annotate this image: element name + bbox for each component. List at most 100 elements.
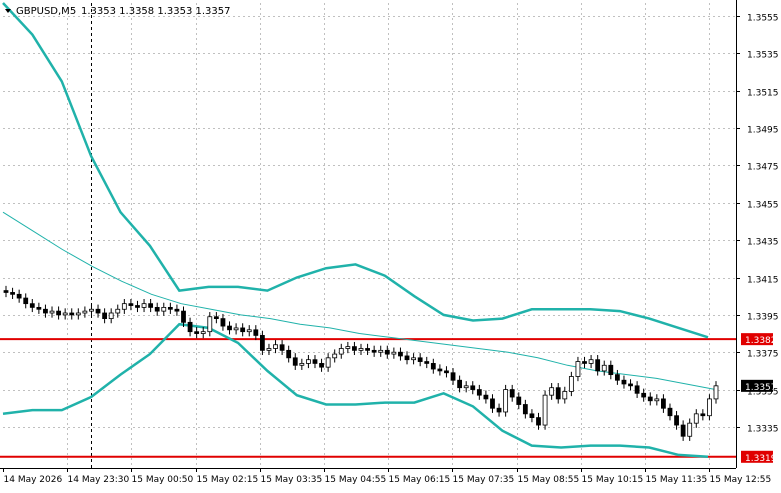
price-level-label-bg [741,450,773,463]
candle-bearish [404,355,410,361]
ohlc-values: 1.3353 1.3358 1.3353 1.3357 [81,6,231,17]
y-tick-label: 1.3355 [747,388,779,398]
candle-bullish [89,308,94,312]
candle-bullish [82,310,88,314]
candle-bearish [3,290,9,293]
candle-bearish [430,363,436,370]
upper-band-line [2,2,709,339]
candle-bearish [384,349,390,355]
candle-bearish [398,351,403,357]
x-tick-label: 14 May 2026 [4,475,63,485]
candle-bearish [213,316,219,320]
candle-bullish [693,413,699,424]
candles [3,285,719,441]
candle-bullish [338,348,344,355]
candle-bearish [365,348,370,351]
candle-bearish [536,417,541,426]
candle-bearish [10,292,15,295]
candle-bullish [332,353,338,359]
y-tick-label: 1.3375 [747,350,779,360]
candle-bearish [279,344,285,351]
y-tick-label: 1.3515 [747,89,779,99]
candle-bearish [595,359,601,372]
candle-bearish [56,310,61,316]
candle-bearish [582,361,587,364]
y-tick-label: 1.3495 [747,126,779,136]
x-tick-label: 15 May 04:55 [325,475,387,485]
candle-bearish [23,297,29,305]
candle-bullish [115,308,121,314]
candle-bearish [187,321,193,333]
current-price-label: 1.3357 [745,383,777,393]
x-tick-label: 15 May 08:55 [518,475,580,485]
candle-bearish [444,370,449,374]
x-tick-label: 14 May 23:30 [68,475,130,485]
candle-bullish [233,327,239,331]
candle-bullish [542,394,548,426]
candle-bearish [148,303,154,308]
candle-bearish [36,306,42,310]
candle-bullish [141,303,147,308]
candle-bullish [200,331,206,334]
candle-bearish [319,363,324,368]
candle-bullish [503,389,509,413]
candle-bullish [161,306,167,312]
candle-bearish [490,398,495,409]
candle-bearish [634,385,640,394]
x-tick-label: 15 May 10:15 [582,475,644,485]
candle-bearish [29,303,35,308]
candle-bearish [69,312,75,316]
candle-bearish [220,318,226,327]
candle-bearish [286,349,292,359]
candle-bullish [246,329,252,333]
candle-bearish [450,372,456,381]
candle-bearish [417,357,423,362]
candle-bearish [16,293,22,299]
candle-bullish [108,312,114,320]
triangle-down-icon[interactable] [5,9,11,13]
x-tick-label: 15 May 03:35 [261,475,323,485]
price-level-label: 1.3382 [745,336,777,346]
horizontal-levels[interactable] [0,338,736,458]
candle-bearish [608,364,614,376]
candle-bullish [345,346,351,349]
candle-bullish [266,348,272,351]
candle-bearish [667,407,673,417]
candle-bearish [312,359,318,364]
candle-bullish [75,312,81,316]
candle-bearish [555,387,561,400]
candle-bearish [509,389,515,398]
y-tick-label: 1.3555 [747,14,779,24]
candle-bearish [371,349,377,353]
candle-bearish [102,312,108,320]
x-tick-label: 15 May 07:35 [453,475,515,485]
y-tick-label: 1.3455 [747,201,779,211]
current-price-label-bg [741,379,773,392]
candle-bearish [628,383,633,387]
candle-bullish [411,357,416,361]
y-tick-label: 1.3395 [747,313,779,323]
candle-bearish [174,308,180,312]
candle-bullish [306,359,311,364]
candle-bullish [562,391,568,400]
candle-bullish [654,398,660,402]
candle-bullish [62,312,68,316]
candle-bearish [680,424,686,437]
candle-bearish [470,385,476,390]
candle-bearish [135,305,140,308]
candle-bearish [647,396,653,402]
x-tick-label: 15 May 06:15 [389,475,451,485]
candle-bullish [713,385,719,400]
candle-bearish [240,327,246,333]
candle-bullish [49,310,55,314]
candle-bearish [700,413,706,417]
x-tick-label: 15 May 02:15 [197,475,259,485]
candle-bearish [181,310,186,323]
y-tick-label: 1.3535 [747,51,779,61]
candle-bullish [358,348,364,351]
candle-bearish [476,389,482,396]
price-labels: 1.3382 1.3319 1.3357 [741,333,777,464]
